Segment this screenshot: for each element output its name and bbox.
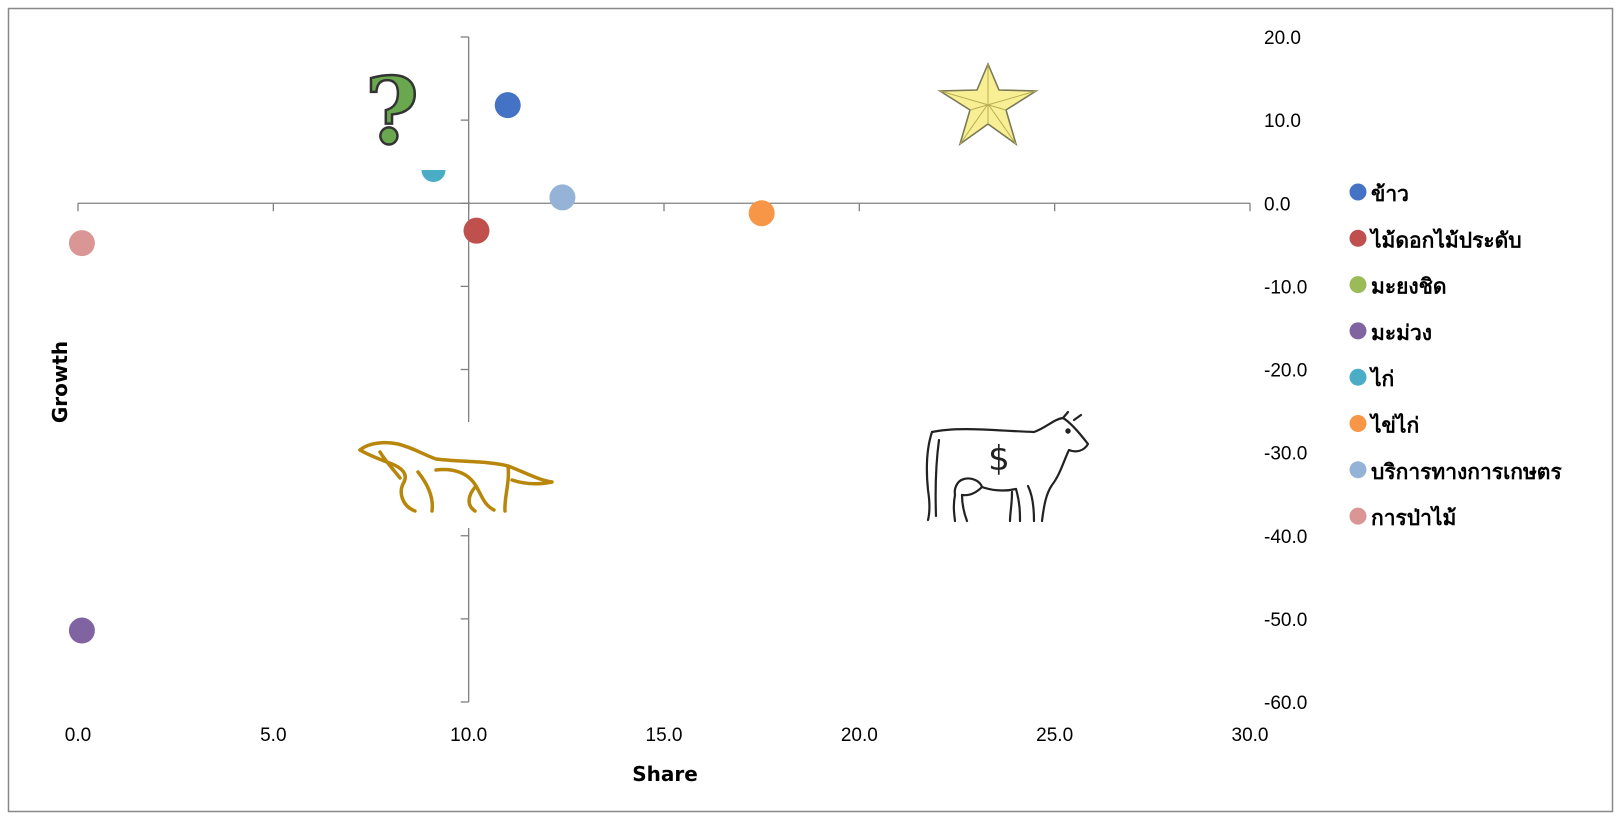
x-tick-label: 15.0 <box>646 725 683 746</box>
legend-marker <box>1349 415 1367 432</box>
y-axis-title: Growth <box>48 341 72 423</box>
legend-marker <box>1349 183 1367 201</box>
y-tick-label: -10.0 <box>1264 277 1307 298</box>
cash-cow-icon: $ <box>925 410 1090 523</box>
x-tick-label: 25.0 <box>1036 725 1073 746</box>
svg-text:$: $ <box>988 439 1010 479</box>
legend-label: มะม่วง <box>1371 321 1432 345</box>
legend-item: มะม่วง <box>1349 321 1432 345</box>
legend-label: ไม้ดอกไม้ประดับ <box>1369 227 1522 252</box>
y-tick-label: -50.0 <box>1264 610 1307 631</box>
legend-item: บริการทางการเกษตร <box>1349 460 1562 484</box>
data-points <box>68 92 775 644</box>
y-tick-label: 20.0 <box>1264 28 1301 49</box>
data-point <box>68 617 95 644</box>
y-tick-label: -40.0 <box>1264 527 1307 548</box>
x-tick-label: 10.0 <box>450 725 487 746</box>
legend: ข้าวไม้ดอกไม้ประดับมะยงชิดมะม่วงไก่ไข่ไก… <box>1349 182 1562 530</box>
x-tick-label: 30.0 <box>1232 725 1269 746</box>
y-tick-label: 10.0 <box>1264 111 1301 132</box>
legend-label: การป่าไม้ <box>1371 505 1456 530</box>
legend-label: ไก่ <box>1369 366 1394 391</box>
data-point <box>549 184 576 211</box>
y-tick-label: -60.0 <box>1264 693 1307 714</box>
x-axis-title: Share <box>632 762 698 786</box>
legend-label: มะยงชิด <box>1371 275 1447 299</box>
legend-item: มะยงชิด <box>1349 275 1447 299</box>
y-tick-labels: 20.0 10.0 0.0 -10.0 -20.0 -30.0 -40.0 -50.0 -60.… <box>1264 28 1307 714</box>
data-point <box>748 200 775 227</box>
legend-marker <box>1349 322 1367 340</box>
legend-item: ไข่ไก่ <box>1349 413 1419 438</box>
legend-item: การป่าไม้ <box>1349 505 1456 530</box>
legend-marker <box>1349 461 1367 479</box>
dog-icon <box>358 440 554 513</box>
data-point <box>68 230 95 257</box>
legend-marker <box>1349 507 1367 525</box>
legend-marker <box>1349 368 1367 386</box>
chart-border <box>7 7 1614 813</box>
x-tick-label: 5.0 <box>260 725 286 746</box>
question-mark-icon: ? <box>364 56 420 167</box>
x-tick-labels: 0.0 5.0 10.0 15.0 20.0 25.0 30.0 <box>65 725 1269 746</box>
legend-item: ข้าว <box>1349 182 1409 206</box>
data-point <box>494 92 521 119</box>
legend-item: ไก่ <box>1349 366 1394 391</box>
legend-label: ไข่ไก่ <box>1369 413 1419 438</box>
legend-label: บริการทางการเกษตร <box>1371 460 1562 484</box>
legend-label: ข้าว <box>1371 182 1409 206</box>
x-tick-label: 0.0 <box>65 725 91 746</box>
legend-marker <box>1349 276 1367 294</box>
svg-text:?: ? <box>365 57 419 165</box>
data-point <box>463 217 490 244</box>
y-tick-label: 0.0 <box>1264 194 1290 215</box>
data-point <box>421 170 446 182</box>
y-tick-label: -20.0 <box>1264 361 1307 382</box>
legend-item: ไม้ดอกไม้ประดับ <box>1349 227 1522 252</box>
legend-marker <box>1349 229 1367 247</box>
x-tick-label: 20.0 <box>841 725 878 746</box>
star-icon <box>937 61 1039 146</box>
y-tick-label: -30.0 <box>1264 444 1307 465</box>
